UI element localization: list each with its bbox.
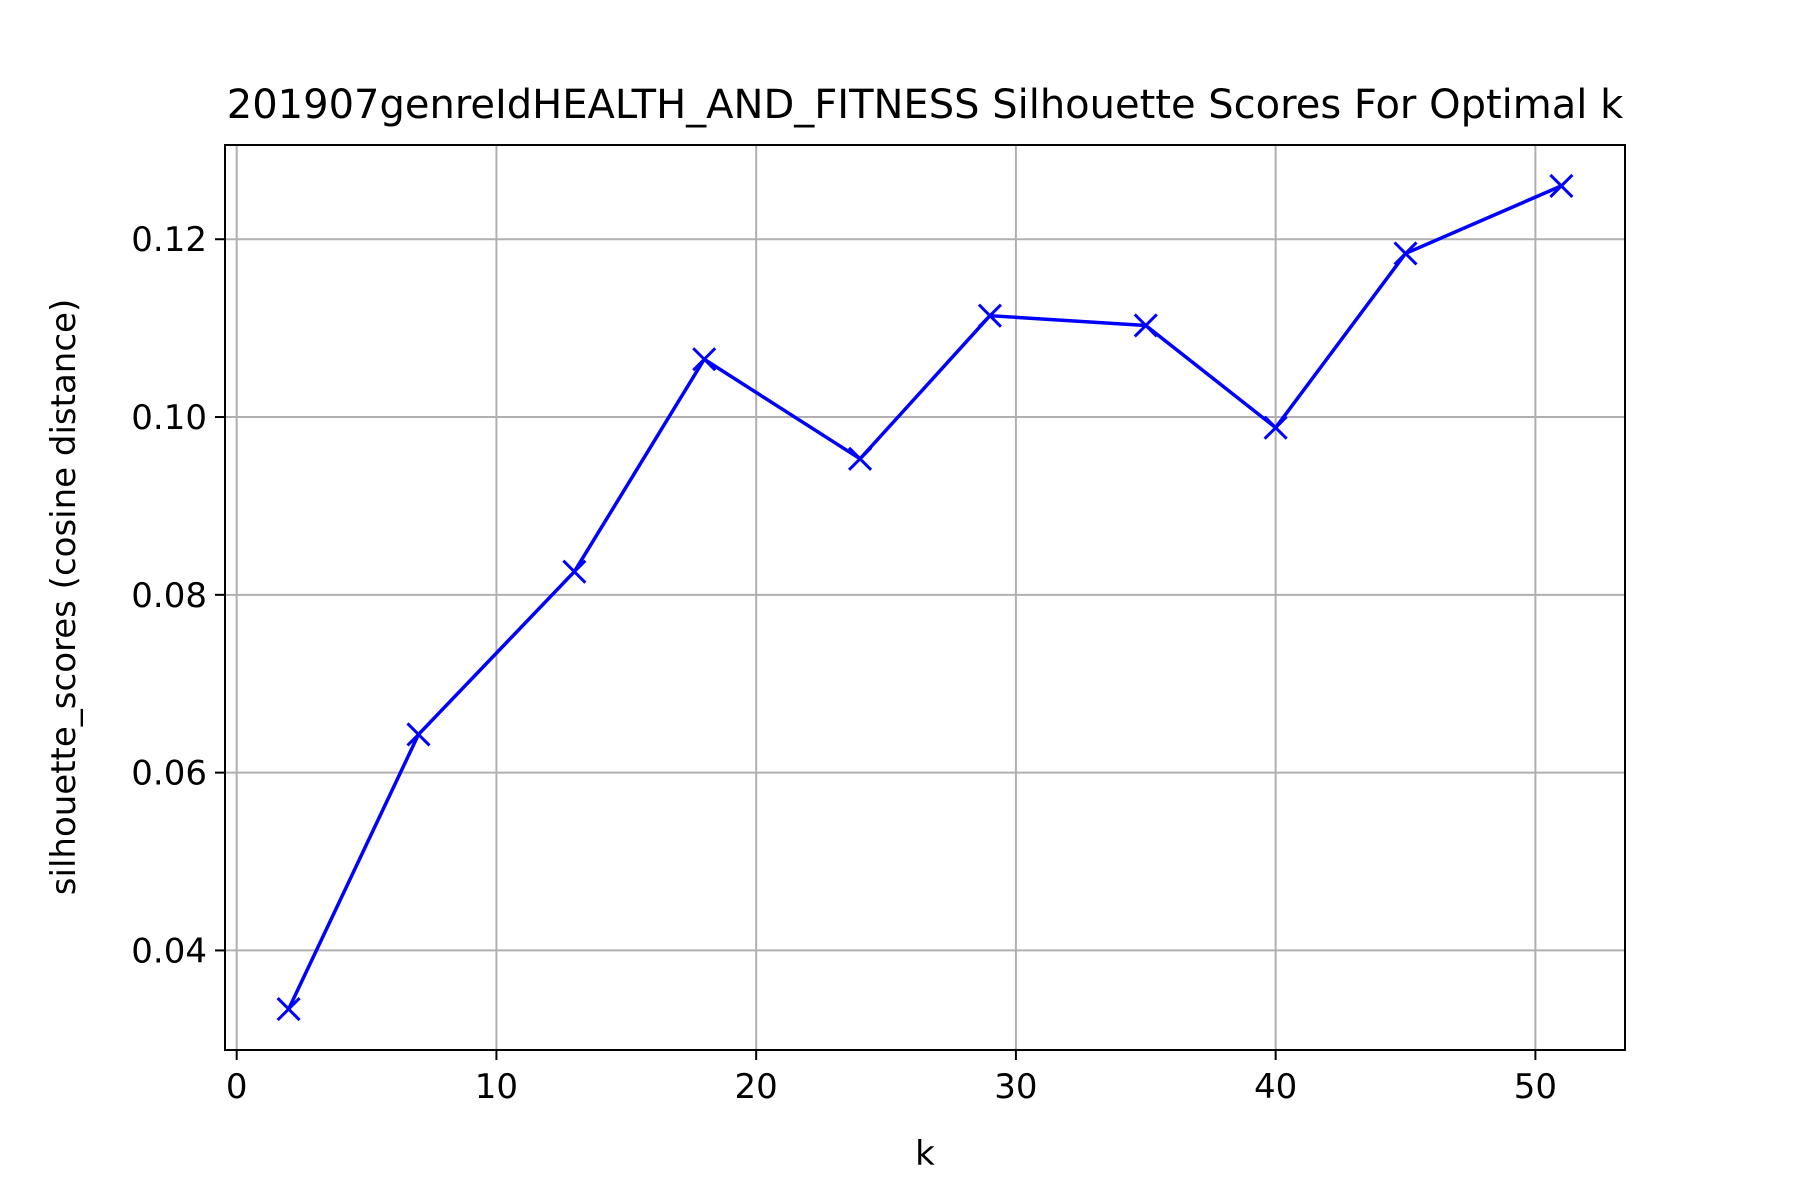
data-point-0 [276, 997, 301, 1022]
y-tick-label-0: 0.04 [131, 931, 207, 971]
marker-stroke-b [1393, 241, 1418, 266]
marker-stroke-b [406, 722, 431, 747]
x-tick-label-2: 20 [735, 1067, 778, 1107]
data-point-4 [848, 446, 873, 471]
data-point-8 [1393, 241, 1418, 266]
marker-stroke-b [977, 303, 1002, 328]
marker-stroke-b [562, 559, 587, 584]
marker-stroke-b [692, 347, 717, 372]
plot-frame [224, 144, 1626, 1051]
y-tick-label-2: 0.08 [131, 576, 207, 616]
x-axis-label: k [915, 1134, 935, 1174]
y-tick-label-4: 0.12 [131, 220, 207, 260]
y-tick-label-3: 0.10 [131, 398, 207, 438]
x-axis: 0 10 20 30 40 50 [226, 1050, 1557, 1107]
series-line-0 [286, 184, 1564, 1011]
y-tick-label-1: 0.06 [131, 754, 207, 794]
data-point-9 [1549, 173, 1574, 198]
data-point-5 [977, 303, 1002, 328]
marker-stroke-b [1263, 415, 1288, 440]
data-point-6 [1133, 313, 1158, 338]
y-axis: 0.04 0.06 0.08 0.10 0.12 [131, 220, 225, 971]
data-point-2 [562, 559, 587, 584]
data-point-1 [406, 722, 431, 747]
series-layer [276, 173, 1574, 1022]
grid-layer [225, 145, 1625, 1050]
marker-stroke-b [1133, 313, 1158, 338]
data-point-3 [692, 347, 717, 372]
marker-stroke-b [848, 446, 873, 471]
y-axis-label: silhouette_scores (cosine distance) [44, 299, 84, 895]
x-tick-label-0: 0 [226, 1067, 248, 1107]
data-point-7 [1263, 415, 1288, 440]
marker-stroke-b [1549, 173, 1574, 198]
x-tick-label-4: 40 [1254, 1067, 1297, 1107]
x-tick-label-1: 10 [475, 1067, 518, 1107]
x-tick-label-5: 50 [1514, 1067, 1557, 1107]
chart-title: 201907genreIdHEALTH_AND_FITNESS Silhouet… [227, 82, 1624, 128]
x-tick-label-3: 30 [994, 1067, 1037, 1107]
marker-stroke-b [276, 997, 301, 1022]
